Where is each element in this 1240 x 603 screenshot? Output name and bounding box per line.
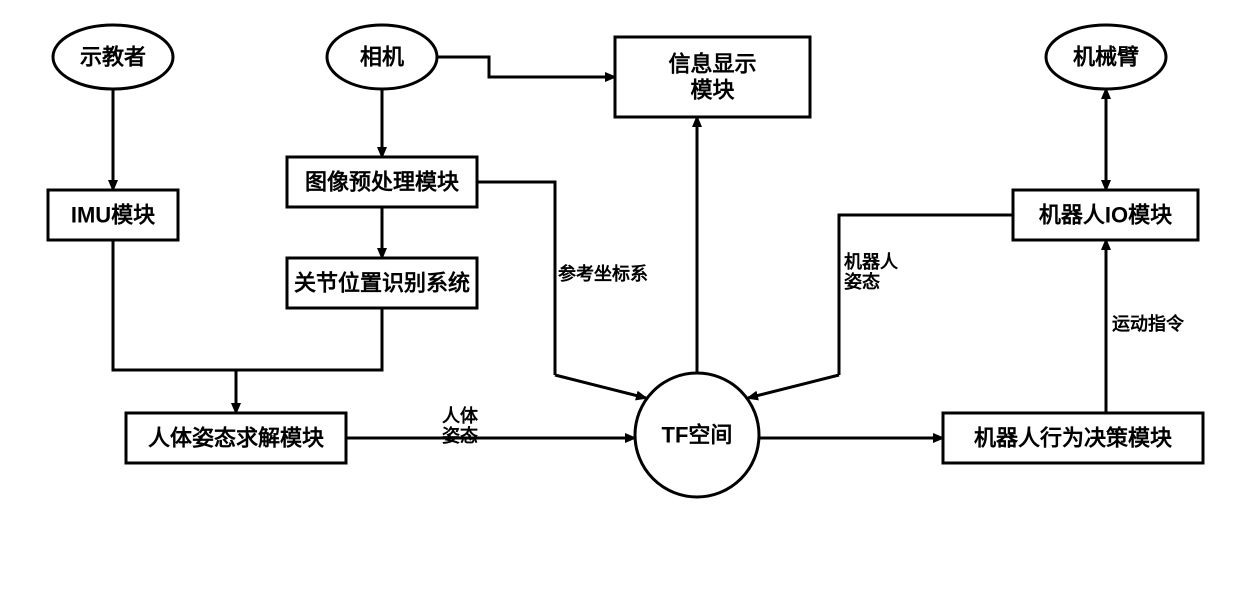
node-joint_rec: 关节位置识别系统 <box>287 258 477 308</box>
node-arm: 机械臂 <box>1046 25 1166 89</box>
node-robot_io: 机器人IO模块 <box>1013 190 1198 240</box>
node-teacher: 示教者 <box>53 25 173 89</box>
node-label: 示教者 <box>80 45 146 70</box>
node-label: 机械臂 <box>1073 45 1139 70</box>
node-label: 机器人IO模块 <box>1039 203 1173 228</box>
edge <box>839 215 1013 375</box>
node-label: 信息显示 <box>668 52 756 77</box>
node-label: 相机 <box>360 45 404 70</box>
node-label: 模块 <box>690 78 735 103</box>
edge <box>236 308 382 370</box>
edge <box>748 375 839 398</box>
node-camera: 相机 <box>327 25 437 89</box>
nodes-layer: 示教者 相机 机械臂 TF空间 信息显示模块 IMU模块 图像预处理模块关节位置识别系统人体… <box>48 25 1203 497</box>
edge-label: 姿态 <box>442 425 478 446</box>
edge-label: 机器人 <box>844 252 899 272</box>
node-label: TF空间 <box>662 423 733 448</box>
edge <box>113 240 236 370</box>
node-pose_solve: 人体姿态求解模块 <box>126 413 346 463</box>
node-tf: TF空间 <box>635 373 759 497</box>
edge-label: 人体 <box>442 405 479 426</box>
edge-label: 姿态 <box>844 271 880 292</box>
node-label: IMU模块 <box>71 203 156 228</box>
node-label: 图像预处理模块 <box>305 170 460 195</box>
node-decision: 机器人行为决策模块 <box>943 413 1203 463</box>
node-label: 关节位置识别系统 <box>294 271 470 296</box>
edge-label: 参考坐标系 <box>558 263 648 284</box>
node-imu: IMU模块 <box>48 190 178 240</box>
edge <box>555 375 646 398</box>
node-label: 人体姿态求解模块 <box>148 426 325 451</box>
node-info_display: 信息显示模块 <box>615 37 810 117</box>
edge <box>477 182 555 375</box>
edge-label: 运动指令 <box>1112 313 1185 334</box>
edge <box>437 57 615 77</box>
node-img_pre: 图像预处理模块 <box>287 157 477 207</box>
node-label: 机器人行为决策模块 <box>974 426 1173 451</box>
